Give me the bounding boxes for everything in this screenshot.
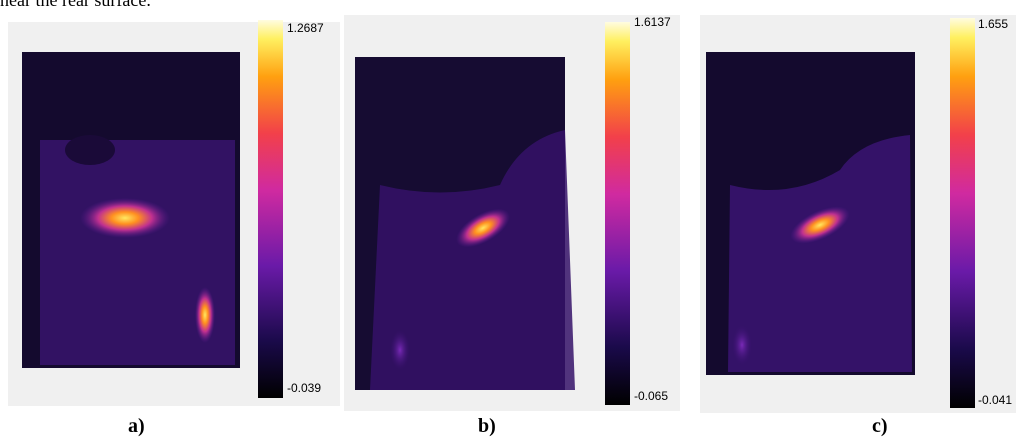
warm-spot — [390, 330, 410, 370]
caption: a) — [128, 415, 145, 437]
colorbar-min: -0.065 — [634, 389, 668, 403]
hot-spot — [80, 198, 170, 238]
specimen-region — [728, 135, 912, 372]
colorbar-min: -0.041 — [978, 393, 1012, 407]
warm-spot — [732, 325, 752, 365]
colorbar-max: 1.6137 — [634, 15, 671, 29]
caption: b) — [478, 415, 496, 437]
colorbar-max: 1.2687 — [287, 21, 324, 35]
hot-spot — [195, 287, 215, 343]
colorbar-max: 1.655 — [978, 17, 1008, 31]
caption: c) — [872, 415, 888, 437]
cold-spot — [65, 135, 115, 165]
hot-spot — [456, 208, 510, 248]
intro-text: near the rear surface. — [0, 0, 151, 10]
hot-spot — [790, 206, 850, 244]
colorbar — [950, 18, 975, 408]
colorbar — [605, 22, 630, 405]
specimen-region — [370, 130, 575, 390]
colorbar — [258, 20, 283, 398]
colorbar-min: -0.039 — [287, 381, 321, 395]
